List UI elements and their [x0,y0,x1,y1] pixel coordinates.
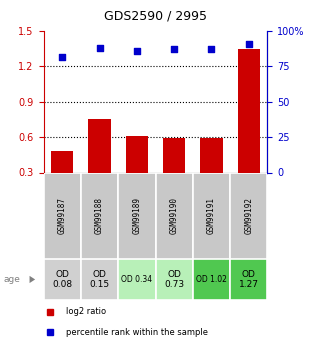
Text: GSM99188: GSM99188 [95,197,104,234]
Text: GSM99191: GSM99191 [207,197,216,234]
Bar [193,259,230,300]
Bar [118,259,156,300]
Bar [230,172,267,259]
Point [172,47,177,52]
Text: OD
0.15: OD 0.15 [90,270,109,289]
Bar [230,259,267,300]
Text: OD
0.73: OD 0.73 [164,270,184,289]
Text: log2 ratio: log2 ratio [66,307,106,316]
Text: age: age [3,275,20,284]
Text: OD 1.02: OD 1.02 [196,275,227,284]
Bar [163,138,185,172]
Bar [126,136,148,172]
Point [134,48,139,53]
Text: GDS2590 / 2995: GDS2590 / 2995 [104,9,207,22]
Bar [193,172,230,259]
Text: percentile rank within the sample: percentile rank within the sample [66,328,208,337]
Text: GSM99192: GSM99192 [244,197,253,234]
Bar [200,138,223,172]
Text: GSM99189: GSM99189 [132,197,141,234]
Bar [118,172,156,259]
Bar [88,119,111,172]
Bar [156,259,193,300]
Bar [51,151,73,172]
Point [246,41,251,47]
Text: OD 0.34: OD 0.34 [121,275,152,284]
Bar [238,49,260,172]
Bar [81,172,118,259]
Polygon shape [30,276,35,283]
Text: OD
0.08: OD 0.08 [52,270,72,289]
Text: GSM99187: GSM99187 [58,197,67,234]
Bar [44,172,81,259]
Point [60,54,65,59]
Text: GSM99190: GSM99190 [170,197,179,234]
Bar [156,172,193,259]
Bar [44,259,81,300]
Point [209,47,214,52]
Text: OD
1.27: OD 1.27 [239,270,259,289]
Bar [81,259,118,300]
Point [97,45,102,51]
